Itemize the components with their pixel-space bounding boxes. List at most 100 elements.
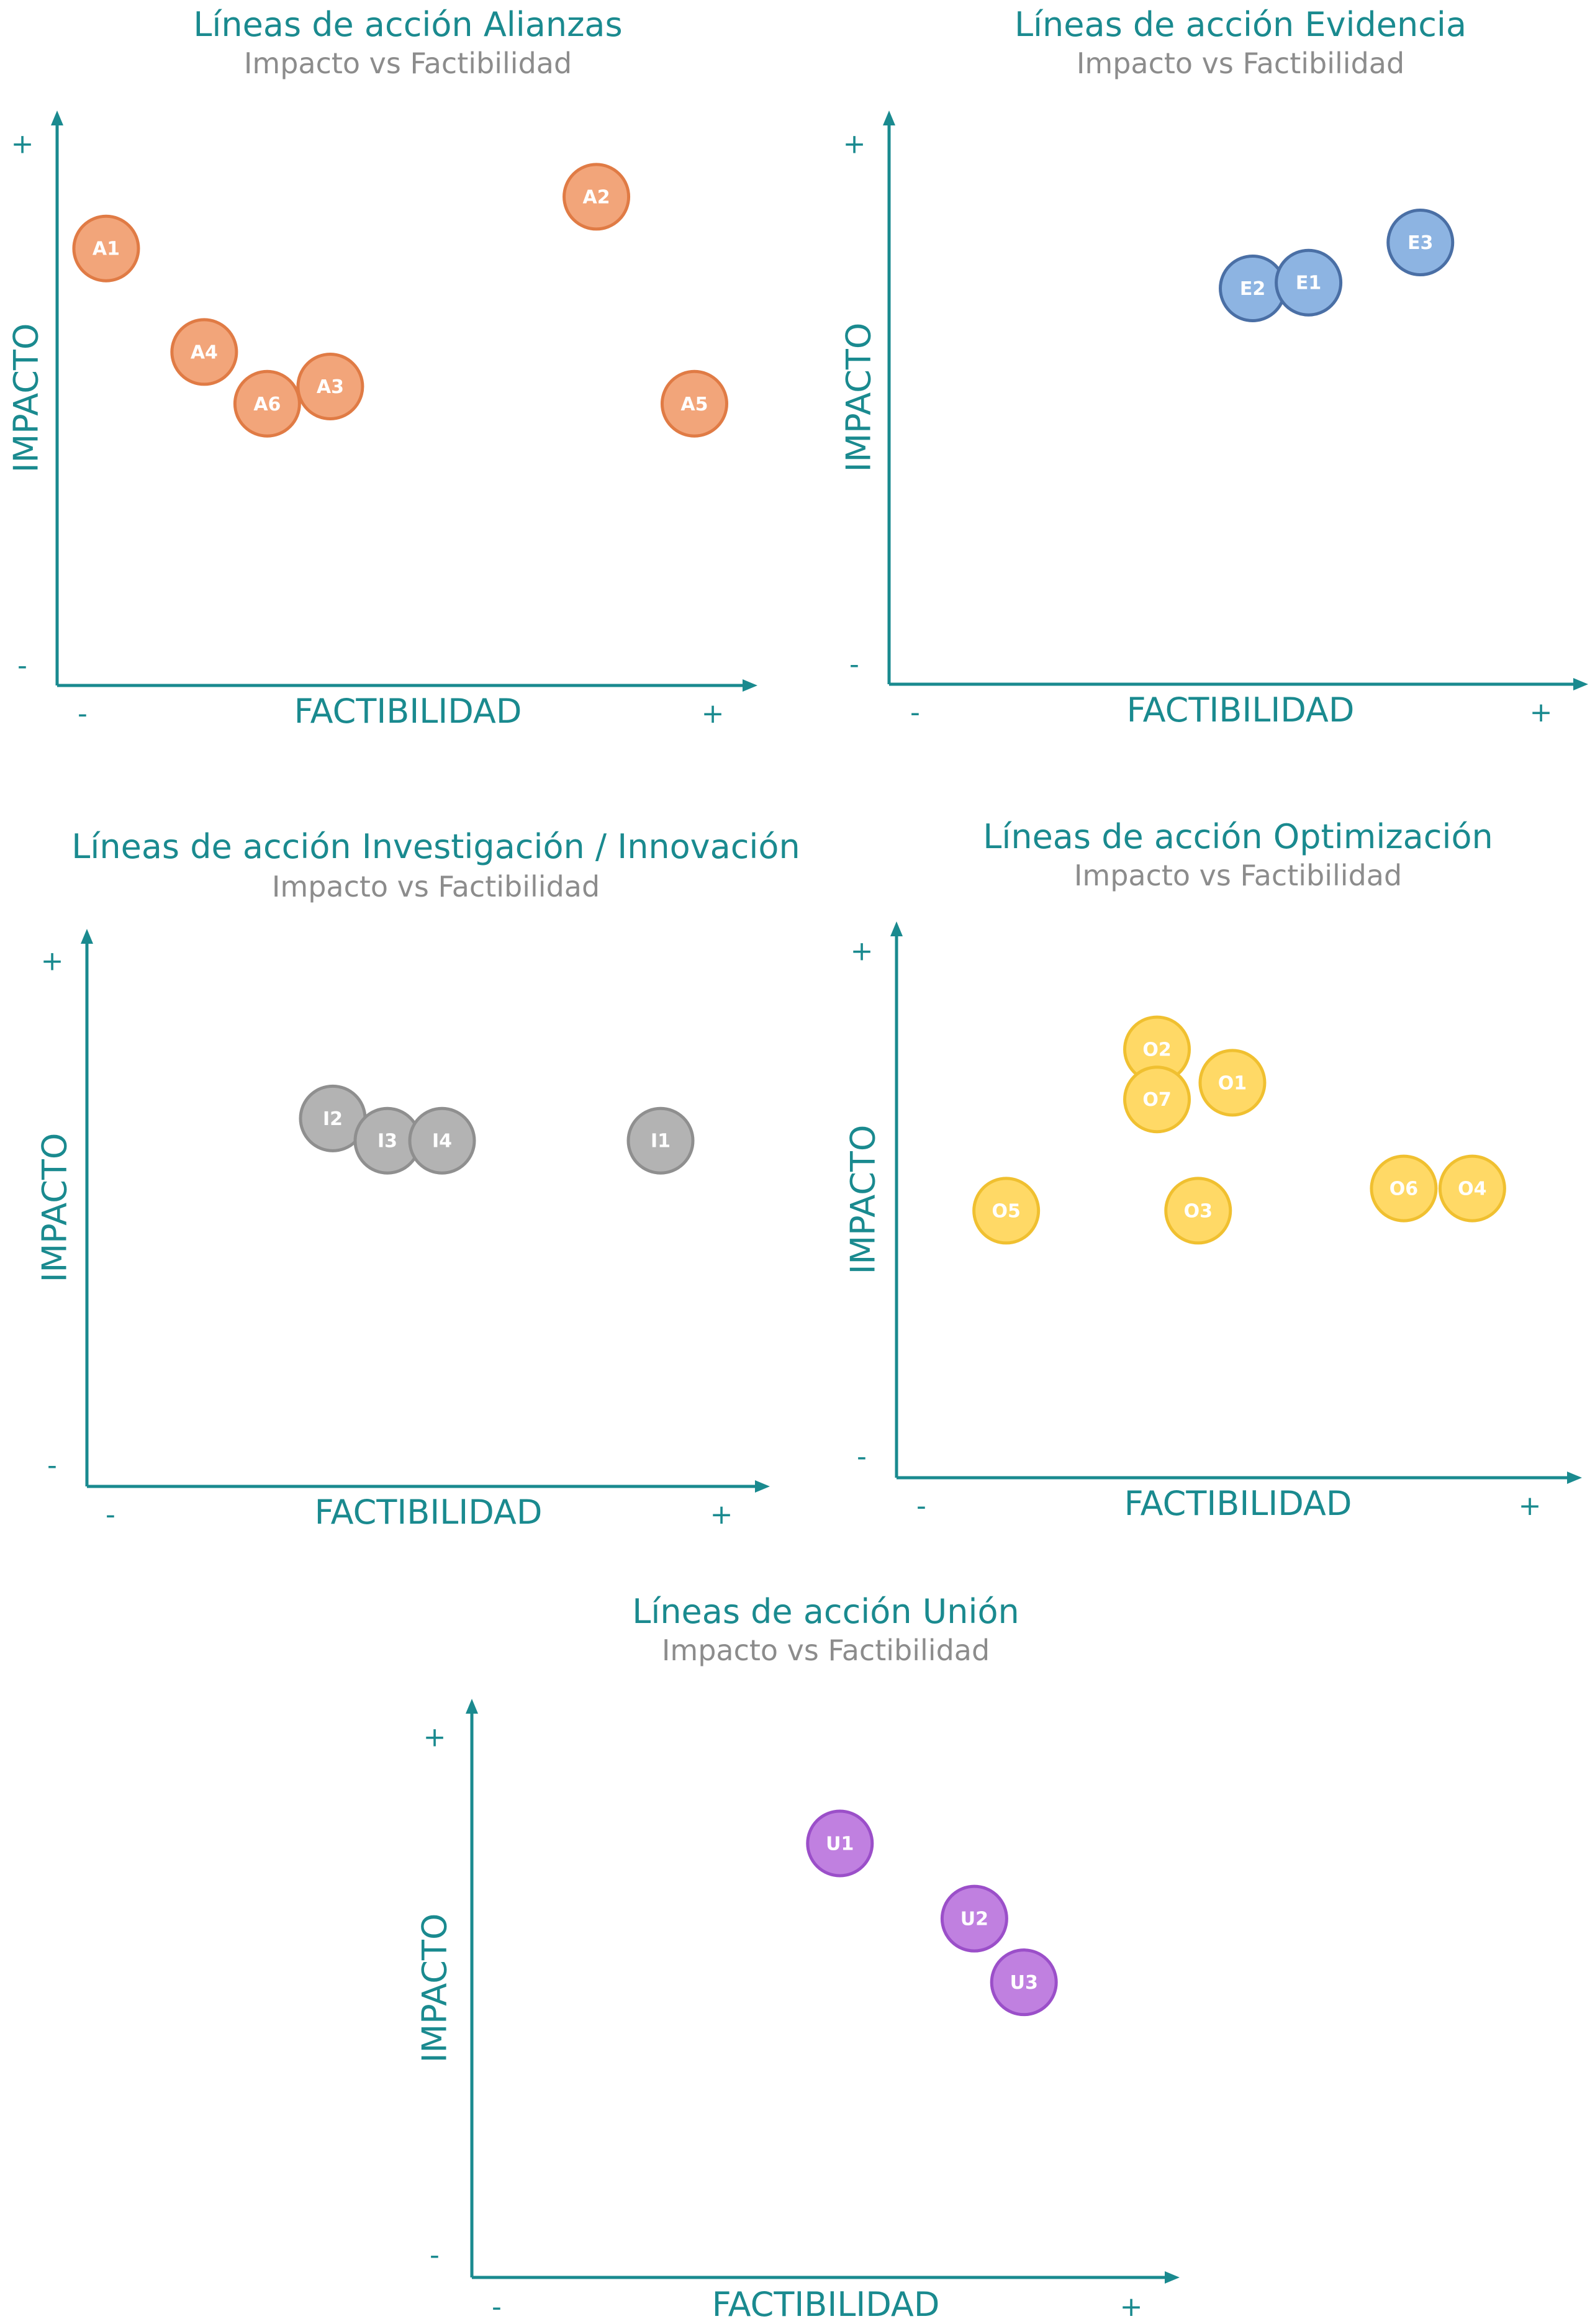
point-label: E3 <box>1407 232 1433 254</box>
point-label: O5 <box>992 1200 1020 1222</box>
point-label: O6 <box>1389 1178 1418 1200</box>
point-bubble[interactable] <box>806 1809 874 1878</box>
x-axis-arrow-icon <box>743 679 757 692</box>
x-tick-min: - <box>910 697 920 728</box>
point-label: A4 <box>191 341 218 363</box>
x-axis-arrow-icon <box>1573 678 1588 690</box>
point-bubble[interactable] <box>660 369 728 438</box>
data-point-i1[interactable]: I1 <box>626 1106 695 1175</box>
point-label: O4 <box>1458 1178 1486 1200</box>
chart-subtitle: Impacto vs Factibilidad <box>272 870 600 903</box>
chart-title: Líneas de acción Optimización <box>983 817 1493 856</box>
point-label: U1 <box>826 1833 854 1855</box>
x-tick-min: - <box>106 1499 115 1530</box>
data-point-i2[interactable]: I2 <box>299 1084 367 1152</box>
data-point-e3[interactable]: E3 <box>1386 209 1455 277</box>
x-tick-max: + <box>1120 2291 1143 2323</box>
point-bubble[interactable] <box>1164 1177 1232 1245</box>
x-axis-arrow-icon <box>1165 2271 1180 2284</box>
point-bubble[interactable] <box>563 163 631 231</box>
chart-title: Líneas de acción Alianzas <box>193 5 622 44</box>
y-tick-min: - <box>857 1441 867 1473</box>
chart-subtitle: Impacto vs Factibilidad <box>662 1634 990 1667</box>
data-point-o6[interactable]: O6 <box>1370 1154 1438 1223</box>
y-axis-label: IMPACTO <box>7 323 46 473</box>
data-point-a4[interactable]: A4 <box>170 318 238 386</box>
data-point-o3[interactable]: O3 <box>1164 1177 1232 1245</box>
point-label: A3 <box>317 376 344 398</box>
data-point-a6[interactable]: A6 <box>233 369 301 438</box>
point-bubble[interactable] <box>1123 1065 1191 1134</box>
point-label: U3 <box>1010 1972 1038 1994</box>
y-tick-max: + <box>11 129 34 160</box>
point-bubble[interactable] <box>296 352 364 420</box>
y-tick-max: + <box>851 936 874 967</box>
point-label: I3 <box>377 1131 397 1152</box>
point-label: A2 <box>583 186 610 208</box>
x-axis-label: FACTIBILIDAD <box>1124 1484 1352 1523</box>
x-tick-max: + <box>1530 697 1553 728</box>
y-axis-label: IMPACTO <box>415 1914 454 2063</box>
data-point-u3[interactable]: U3 <box>990 1948 1058 2017</box>
x-tick-min: - <box>78 698 88 730</box>
point-label: I4 <box>432 1131 452 1152</box>
data-point-o5[interactable]: O5 <box>972 1177 1041 1245</box>
point-bubble[interactable] <box>626 1106 695 1175</box>
point-label: U2 <box>960 1909 988 1930</box>
point-bubble[interactable] <box>233 369 301 438</box>
data-point-o4[interactable]: O4 <box>1438 1154 1506 1223</box>
x-tick-min: - <box>916 1490 926 1522</box>
data-point-i3[interactable]: I3 <box>353 1106 422 1175</box>
x-axis-label: FACTIBILIDAD <box>315 1493 543 1532</box>
y-axis-arrow-icon <box>81 929 93 944</box>
data-point-e1[interactable]: E1 <box>1275 248 1343 317</box>
point-bubble[interactable] <box>72 214 140 283</box>
y-tick-min: - <box>17 650 27 682</box>
point-bubble[interactable] <box>990 1948 1058 2017</box>
data-point-a1[interactable]: A1 <box>72 214 140 283</box>
point-bubble[interactable] <box>1275 248 1343 317</box>
point-bubble[interactable] <box>1438 1154 1506 1223</box>
point-label: O1 <box>1218 1072 1247 1094</box>
point-bubble[interactable] <box>940 1884 1008 1953</box>
point-label: O2 <box>1142 1039 1171 1061</box>
point-bubble[interactable] <box>1198 1049 1267 1117</box>
point-bubble[interactable] <box>1370 1154 1438 1223</box>
chart-subtitle: Impacto vs Factibilidad <box>1077 47 1404 80</box>
data-point-a2[interactable]: A2 <box>563 163 631 231</box>
data-point-o1[interactable]: O1 <box>1198 1049 1267 1117</box>
data-point-u1[interactable]: U1 <box>806 1809 874 1878</box>
x-axis-arrow-icon <box>755 1480 770 1493</box>
y-tick-max: + <box>843 129 866 160</box>
x-axis-label: FACTIBILIDAD <box>294 692 522 731</box>
point-label: E1 <box>1296 273 1321 294</box>
point-label: I2 <box>323 1108 343 1130</box>
point-bubble[interactable] <box>1386 209 1455 277</box>
y-axis-arrow-icon <box>51 111 63 125</box>
y-axis-label: IMPACTO <box>35 1133 75 1283</box>
chart-title: Líneas de acción Investigación / Innovac… <box>71 827 800 866</box>
point-label: A5 <box>680 394 708 415</box>
x-tick-max: + <box>1519 1490 1542 1522</box>
data-point-o2[interactable]: O2 <box>1123 1015 1191 1083</box>
data-point-a5[interactable]: A5 <box>660 369 728 438</box>
point-bubble[interactable] <box>972 1177 1041 1245</box>
data-point-i4[interactable]: I4 <box>408 1106 476 1175</box>
point-bubble[interactable] <box>408 1106 476 1175</box>
data-point-a3[interactable]: A3 <box>296 352 364 420</box>
x-tick-max: + <box>710 1499 733 1530</box>
y-tick-min: - <box>47 1450 57 1481</box>
chart-subtitle: Impacto vs Factibilidad <box>1074 859 1402 892</box>
point-label: O3 <box>1184 1200 1213 1222</box>
y-axis-label: IMPACTO <box>839 323 879 472</box>
y-tick-min: - <box>430 2240 440 2271</box>
data-point-o7[interactable]: O7 <box>1123 1065 1191 1134</box>
point-bubble[interactable] <box>170 318 238 386</box>
chart-panel-3: Líneas de acción Investigación / Innovac… <box>35 827 800 1532</box>
data-point-u2[interactable]: U2 <box>940 1884 1008 1953</box>
